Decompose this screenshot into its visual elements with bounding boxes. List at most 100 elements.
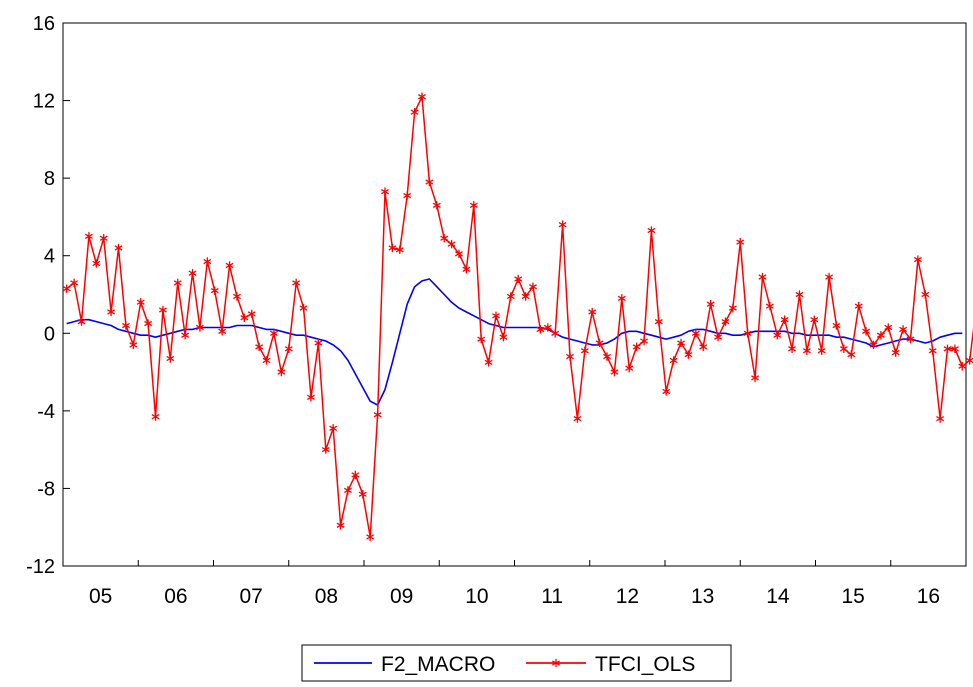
tfci-ols-point xyxy=(262,356,271,365)
tfci-ols-point xyxy=(795,290,804,299)
tfci-ols-point xyxy=(543,323,552,332)
tfci-ols-point xyxy=(728,303,737,313)
tfci-ols-point xyxy=(403,191,412,200)
tfci-ols-point xyxy=(144,319,153,328)
x-tick-label: 05 xyxy=(89,585,112,608)
tfci-ols-point xyxy=(595,338,604,348)
tfci-ols-point xyxy=(173,278,182,288)
tfci-ols-point xyxy=(788,344,797,353)
tfci-ols-point xyxy=(699,342,708,352)
tfci-ols-point xyxy=(573,414,582,423)
x-tick-label: 13 xyxy=(691,585,714,608)
tfci-ols-point xyxy=(121,321,130,330)
x-tick-label: 10 xyxy=(465,585,488,608)
tfci-ols-point xyxy=(181,331,190,340)
tfci-ols-point xyxy=(388,243,397,253)
tfci-ols-point xyxy=(773,331,782,340)
tfci-ols-point xyxy=(484,358,493,367)
y-tick-label: -4 xyxy=(37,401,55,423)
x-tick-label: 14 xyxy=(766,585,790,608)
tfci-ols-point xyxy=(336,521,345,530)
tfci-ols-point xyxy=(240,313,249,322)
tfci-ols-point xyxy=(558,220,567,229)
y-tick-label: 12 xyxy=(33,91,55,113)
tfci-ols-point xyxy=(440,234,449,243)
tfci-ols-point xyxy=(825,272,834,282)
tfci-ols-point xyxy=(714,332,723,342)
y-tick-label: 16 xyxy=(33,13,55,35)
tfci-ols-point xyxy=(195,323,204,332)
legend-marker-tfci-ols xyxy=(552,658,560,668)
tfci-ols-point xyxy=(247,309,256,319)
x-tick-label: 11 xyxy=(541,585,563,608)
tfci-ols-point xyxy=(210,286,219,295)
tfci-ols-point xyxy=(514,274,523,284)
tfci-ols-point xyxy=(492,311,500,321)
tfci-ols-point xyxy=(203,257,212,266)
tfci-ols-point xyxy=(847,350,856,359)
tfci-ols-point xyxy=(269,329,278,338)
tfci-ols-point xyxy=(506,292,515,301)
tfci-ols-point xyxy=(654,317,663,326)
tfci-ols-point xyxy=(965,356,973,365)
tfci-ols-point xyxy=(817,346,826,355)
tfci-ols-point xyxy=(477,334,486,344)
tfci-ols-point xyxy=(854,301,863,311)
x-tick-label: 12 xyxy=(616,585,639,608)
tfci-ols-point xyxy=(862,327,871,336)
tfci-ols-line xyxy=(66,95,973,538)
tfci-ols-point xyxy=(306,393,315,402)
tfci-ols-point xyxy=(321,445,330,454)
y-tick-label: -12 xyxy=(26,556,55,578)
tfci-ols-point xyxy=(151,412,160,421)
legend-box xyxy=(301,644,732,682)
tfci-ols-point xyxy=(588,307,597,317)
tfci-ols-point xyxy=(92,259,101,268)
tfci-ols-point xyxy=(677,338,685,348)
x-tick-label: 16 xyxy=(917,585,940,608)
tfci-ols-point xyxy=(684,350,693,359)
tfci-ols-point xyxy=(603,352,611,361)
x-tick-label: 09 xyxy=(390,585,413,608)
tfci-ols-point xyxy=(758,272,767,282)
tfci-ols-point xyxy=(136,298,145,307)
tfci-ols-point xyxy=(329,424,338,433)
tfci-ols-point xyxy=(640,336,648,346)
tfci-ols-point xyxy=(625,363,634,373)
legend-label-tfci-ols: TFCI_OLS xyxy=(595,653,695,676)
tfci-ols-point xyxy=(921,290,930,299)
tfci-ols-point xyxy=(529,282,537,291)
tfci-ols-point xyxy=(373,410,382,419)
tfci-ols-point xyxy=(869,340,878,350)
tfci-ols-point xyxy=(395,245,404,255)
tfci-ols-point xyxy=(284,344,293,353)
tfci-ols-point xyxy=(632,342,641,352)
tfci-ols-point xyxy=(99,234,108,243)
tfci-ols-point xyxy=(314,338,323,348)
tfci-ols-point xyxy=(810,315,819,324)
y-tick-label: -8 xyxy=(37,478,55,500)
tfci-ols-point xyxy=(832,321,841,330)
tfci-ols-point xyxy=(218,327,227,336)
tfci-ols-point xyxy=(381,187,389,196)
tfci-ols-point xyxy=(455,249,463,258)
tfci-ols-point xyxy=(891,348,900,357)
tfci-ols-point xyxy=(884,323,893,332)
tfci-ols-point xyxy=(662,387,671,396)
tfci-ols-point xyxy=(344,486,352,495)
tfci-ols-point xyxy=(802,346,811,355)
tfci-ols-point xyxy=(928,346,937,355)
tfci-ols-point xyxy=(610,367,619,377)
tfci-ols-point xyxy=(780,315,789,324)
tfci-ols-point xyxy=(736,237,745,247)
tfci-ols-point xyxy=(62,284,71,293)
tfci-ols-point xyxy=(299,303,308,313)
tfci-ols-point xyxy=(839,344,848,353)
tfci-ols-point xyxy=(765,301,774,311)
tfci-ols-point xyxy=(469,201,478,210)
tfci-ols-point xyxy=(499,332,508,342)
y-tick-label: 4 xyxy=(44,246,55,268)
tfci-ols-point xyxy=(114,243,123,253)
tfci-ols-point xyxy=(255,342,264,352)
tfci-ols-point xyxy=(943,344,952,353)
